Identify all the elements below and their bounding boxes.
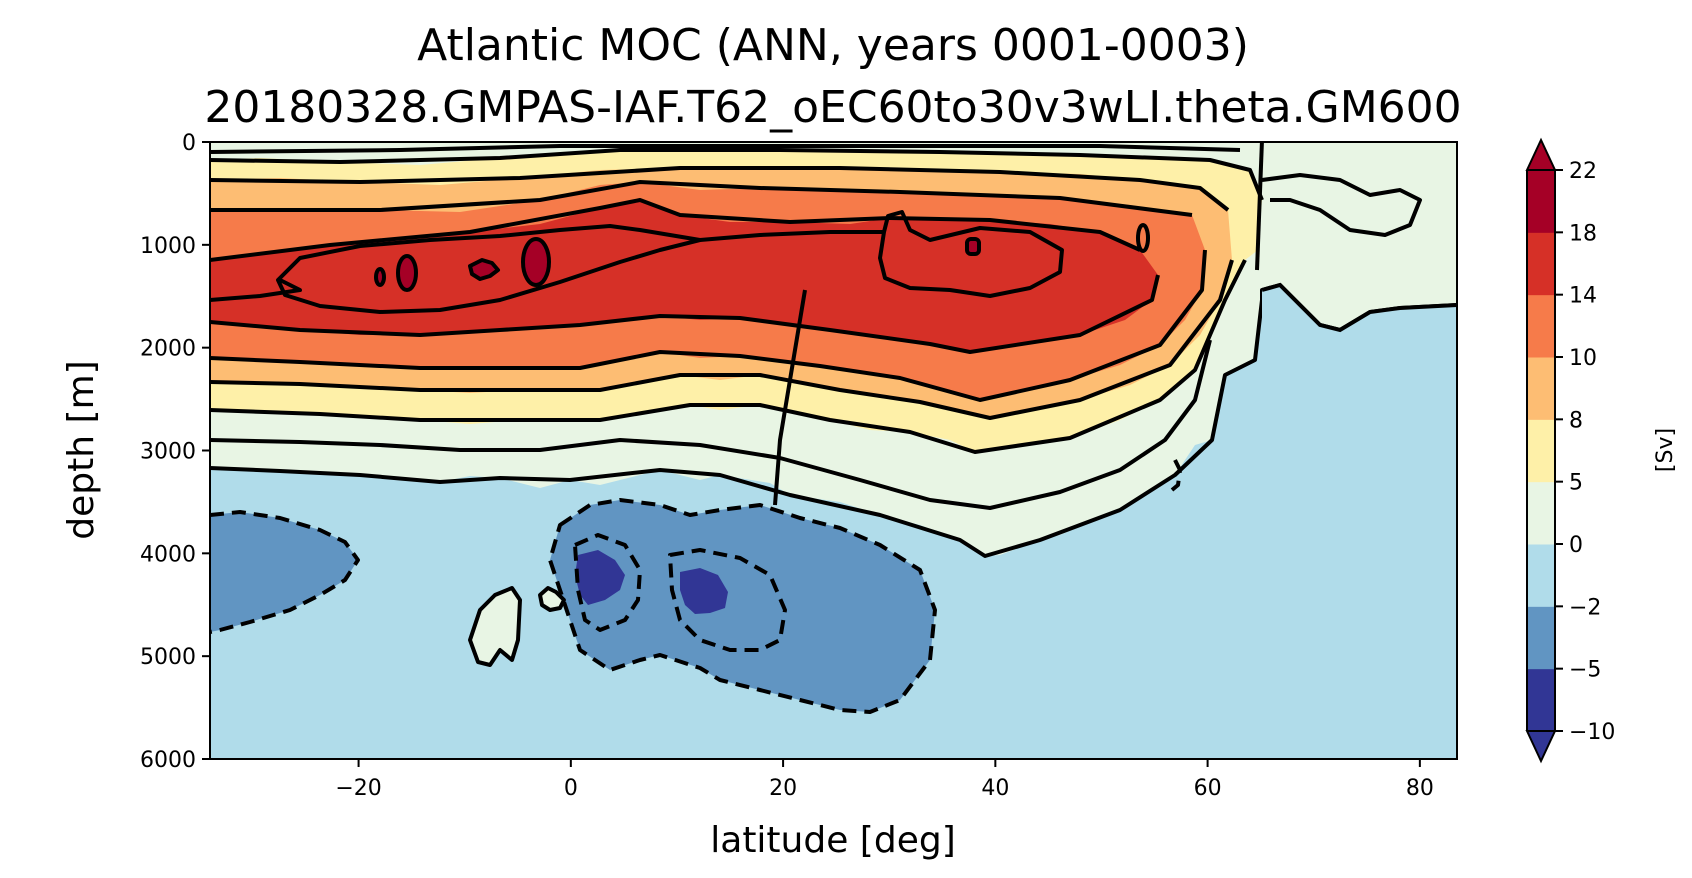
x-axis-label: latitude [deg]: [710, 820, 956, 861]
band-18-22-cell: [398, 256, 416, 290]
contour-line-positive: [1261, 173, 1422, 237]
contour-line-positive: [773, 289, 807, 506]
band-neg5-neg2: [550, 500, 935, 712]
x-tick-label: 80: [1406, 776, 1434, 801]
contour-line-negative: [668, 548, 787, 652]
contour-line-positive: [374, 267, 386, 287]
colorbar-segment: [1527, 606, 1555, 670]
contour-line-positive: [210, 230, 884, 302]
y-tick-label: 6000: [140, 748, 196, 773]
contour-line-negative: [210, 510, 360, 634]
plot-area: [210, 142, 1457, 759]
colorbar-tick-label: −2: [1569, 595, 1601, 620]
contour-line-positive: [468, 258, 500, 281]
contour-line-positive: [210, 144, 1241, 154]
contour-line-positive: [210, 180, 1193, 217]
contour-line-negative: [548, 498, 937, 714]
colorbar-segment: [1527, 481, 1555, 545]
band-below-neg5: [575, 550, 625, 605]
colorbar-segment: [1527, 544, 1555, 607]
contour-line-positive: [276, 224, 702, 314]
x-tick-label: −20: [335, 776, 381, 801]
y-tick-label: 1000: [140, 234, 196, 259]
contour-line-positive: [210, 299, 1264, 558]
colorbar: −10 −5 −2 0 5 8 10 14 18 22: [1525, 137, 1615, 764]
x-tick-label: 60: [1194, 776, 1222, 801]
colorbar-tick-label: 0: [1569, 533, 1583, 558]
contour-line-positive: [210, 259, 1234, 420]
colorbar-tick-label: 5: [1569, 471, 1583, 496]
band-neg2-0-north: [1262, 285, 1457, 759]
colorbar-label: [Sv]: [1653, 428, 1678, 472]
y-tick-label: 3000: [140, 440, 196, 465]
y-axis-label: depth [m]: [61, 360, 102, 539]
y-tick-label: 2000: [140, 337, 196, 362]
contour-line-positive: [965, 237, 981, 256]
contour-line-positive: [210, 274, 1160, 354]
contour-line-positive: [1261, 282, 1457, 333]
colorbar-segment: [1527, 170, 1555, 233]
colorbar-extend-min: [1525, 730, 1557, 764]
colorbar-tick-label: 14: [1569, 284, 1597, 309]
colorbar-tick-label: 18: [1569, 221, 1597, 246]
band-neg5-neg2: [210, 512, 358, 632]
band-18-22-cell: [967, 239, 979, 254]
contour-line-positive: [210, 166, 1230, 212]
colorbar-segment: [1527, 419, 1555, 483]
band-0-5-north: [1262, 142, 1457, 330]
contour-lines: [210, 142, 1457, 667]
colorbar-segment: [1527, 357, 1555, 420]
colorbar-tick-label: −5: [1569, 658, 1601, 683]
contour-lines-negative: [210, 459, 1182, 714]
colorbar-tick-label: 8: [1569, 408, 1583, 433]
contour-line-positive: [210, 339, 1212, 510]
y-tick-label: 0: [182, 131, 196, 156]
colorbar-tick-label: 22: [1569, 159, 1597, 184]
colorbar-outline: [1526, 170, 1556, 731]
x-tick-label: 40: [981, 776, 1009, 801]
contour-line-negative: [1170, 459, 1182, 492]
contour-line-positive: [210, 249, 1207, 402]
x-tick-label: 0: [564, 776, 578, 801]
contour-line-positive: [1136, 223, 1150, 253]
x-axis: −20 0 20 40 60 80: [335, 759, 1434, 801]
band-below-neg5: [680, 568, 728, 614]
x-tick-label: 20: [769, 776, 797, 801]
contour-line-positive: [396, 254, 418, 292]
y-tick-label: 5000: [140, 645, 196, 670]
colorbar-tick-label: −10: [1569, 720, 1615, 745]
colorbar-segment: [1527, 294, 1555, 358]
colorbar-segment: [1527, 668, 1555, 732]
contour-line-positive: [878, 210, 1064, 298]
contour-line-positive: [210, 259, 1247, 454]
colorbar-extend-max: [1525, 137, 1557, 171]
colorbar-segment: [1527, 232, 1555, 296]
contour-line-positive: [468, 586, 522, 667]
band-0-5-island: [470, 588, 520, 665]
band-18-22-cell: [523, 239, 549, 285]
colorbar-tick-label: 10: [1569, 346, 1597, 371]
contour-line-positive: [538, 586, 566, 612]
contour-line-positive: [521, 237, 551, 287]
contour-line-positive: [210, 148, 1264, 201]
contour-line-positive: [210, 198, 1141, 262]
chart-title: Atlantic MOC (ANN, years 0001-0003): [417, 20, 1249, 71]
y-axis: 0 1000 2000 3000 4000 5000 6000: [140, 131, 210, 773]
chart-subtitle: 20180328.GMPAS-IAF.T62_oEC60to30v3wLI.th…: [204, 82, 1461, 133]
band-0-5-island: [540, 588, 564, 610]
y-tick-label: 4000: [140, 542, 196, 567]
contour-line-positive: [1255, 142, 1264, 271]
